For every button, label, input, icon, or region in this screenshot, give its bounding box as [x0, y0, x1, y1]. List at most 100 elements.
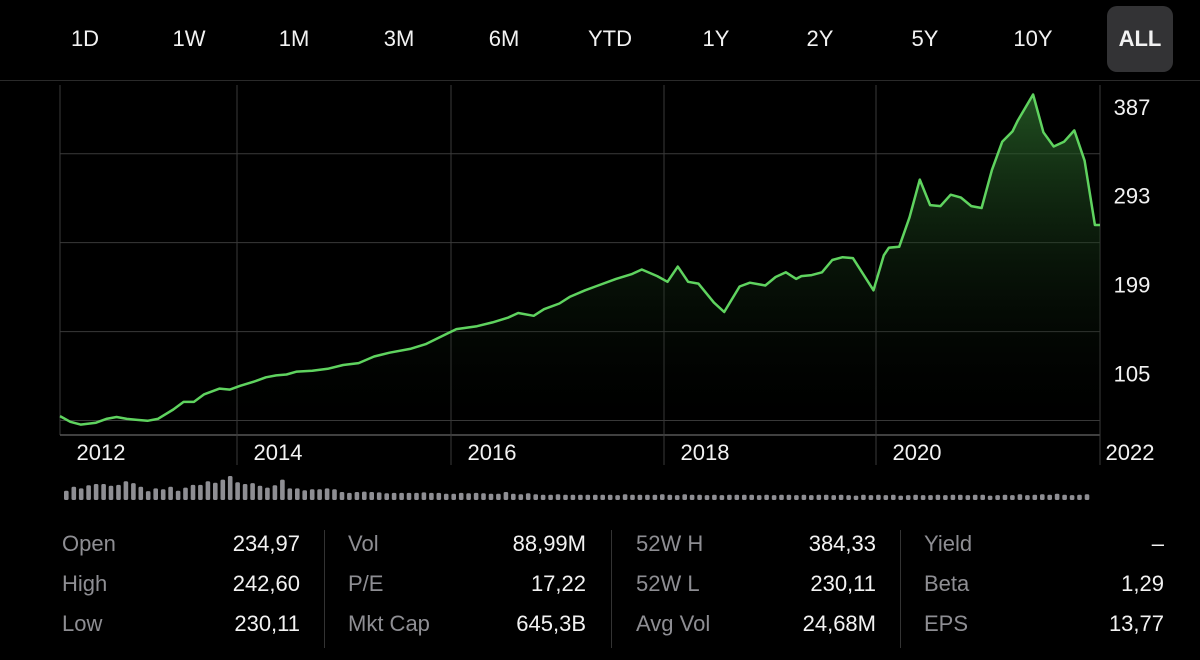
stat-value: 1,29: [1121, 571, 1164, 596]
stat-label: Beta: [924, 571, 970, 596]
volume-bar: [742, 494, 747, 500]
volume-bar: [704, 495, 710, 500]
volume-bar: [369, 492, 374, 500]
volume-bar: [227, 476, 233, 500]
volume-bar: [332, 489, 337, 500]
volume-bar: [302, 490, 307, 500]
stat-row-52w-l: 52W L 230,11: [636, 567, 876, 601]
stat-label: P/E: [348, 571, 384, 596]
range-tab-10y[interactable]: 10Y: [1013, 26, 1053, 51]
volume-bar: [935, 494, 941, 500]
volume-bar: [1047, 494, 1052, 500]
range-tab-6m[interactable]: 6M: [488, 26, 520, 51]
volume-bar: [578, 494, 583, 500]
stat-row-low: Low 230,11: [62, 607, 300, 641]
volume-bar: [145, 491, 151, 500]
volume-bar: [280, 479, 285, 500]
price-area-fill: [60, 94, 1100, 435]
volume-bar: [436, 492, 442, 500]
volume-bar: [391, 492, 397, 500]
volume-bar: [548, 494, 553, 500]
stat-label: Yield: [924, 531, 973, 556]
time-range-selector: 1D 1W 1M 3M 6M YTD 1Y 2Y 5Y 10Y ALL: [0, 0, 1200, 81]
volume-bar: [309, 489, 315, 500]
volume-bar: [108, 485, 114, 500]
volume-bar: [779, 494, 784, 500]
volume-bar: [1010, 495, 1015, 500]
range-tab-1y[interactable]: 1Y: [702, 26, 730, 51]
volume-bar: [943, 495, 948, 500]
volume-bar: [235, 482, 240, 500]
y-tick-label: 387: [1114, 95, 1151, 120]
stat-label: Open: [62, 531, 116, 556]
volume-bar: [756, 495, 762, 500]
range-tab-3m[interactable]: 3M: [383, 26, 415, 51]
volume-bar: [838, 494, 844, 500]
volume-bar: [771, 495, 777, 500]
volume-bar: [198, 484, 203, 500]
volume-bar: [86, 485, 91, 500]
volume-bar: [116, 484, 121, 500]
volume-bar: [458, 492, 464, 500]
stats-column: Vol 88,99M P/E 17,22 Mkt Cap 645,3B: [348, 530, 586, 650]
stat-label: Mkt Cap: [348, 611, 430, 636]
volume-bar: [719, 495, 725, 500]
volume-bar: [175, 490, 181, 500]
volume-bar: [697, 494, 702, 500]
stat-label: 52W H: [636, 531, 704, 556]
volume-bar: [972, 494, 978, 500]
volume-bar: [786, 494, 792, 500]
volume-bar: [876, 494, 881, 500]
x-tick-label: 2014: [254, 440, 303, 465]
volume-bar: [801, 494, 807, 500]
volume-bar: [451, 493, 456, 500]
range-tab-ytd[interactable]: YTD: [588, 26, 632, 51]
volume-bar: [689, 494, 695, 500]
stat-row-high: High 242,60: [62, 567, 300, 601]
range-tab-5y[interactable]: 5Y: [911, 26, 939, 51]
volume-bar: [593, 494, 598, 500]
volume-bar: [265, 487, 270, 500]
stat-label: 52W L: [636, 571, 700, 596]
volume-bar: [466, 493, 471, 500]
volume-bar: [525, 493, 531, 500]
volume-bar: [317, 489, 322, 500]
volume-bar: [920, 495, 926, 500]
range-tab-2y[interactable]: 2Y: [806, 26, 834, 51]
x-tick-label: 2020: [893, 440, 942, 465]
volume-bar: [481, 493, 486, 500]
stat-label: Low: [62, 611, 103, 636]
price-line: [59, 93, 1100, 426]
volume-bar: [101, 484, 106, 500]
volume-bar: [861, 494, 866, 500]
volume-bar: [1002, 494, 1008, 500]
volume-bars: [64, 476, 1090, 500]
volume-bar: [734, 494, 740, 500]
range-tab-all[interactable]: ALL: [1107, 6, 1173, 72]
range-tab-1d[interactable]: 1D: [70, 26, 100, 51]
volume-bar: [667, 494, 673, 500]
volume-bar: [131, 483, 136, 500]
range-tab-1w[interactable]: 1W: [172, 26, 206, 51]
volume-bar: [570, 494, 576, 500]
stat-row-avg-vol: Avg Vol 24,68M: [636, 607, 876, 641]
volume-bar: [1032, 494, 1038, 500]
volume-bar: [1054, 493, 1060, 500]
volume-bar: [809, 495, 814, 500]
stat-value: 88,99M: [512, 531, 586, 556]
volume-bar: [831, 495, 836, 500]
volume-bar: [749, 494, 754, 500]
stat-row-eps: EPS 13,77: [924, 607, 1164, 641]
stats-column-divider: [900, 530, 901, 648]
volume-bar: [242, 484, 248, 500]
volume-bar: [518, 494, 524, 500]
volume-bar: [384, 493, 389, 500]
stat-value: 230,11: [234, 611, 300, 636]
volume-bar: [220, 479, 226, 500]
volume-bar: [1062, 494, 1067, 500]
price-chart: 387 293 199 105 2012 2014 2016 2018 2020 2022: [59, 85, 1154, 500]
volume-bar: [1025, 495, 1030, 500]
volume-bar: [652, 494, 658, 500]
stat-value: 234,97: [232, 531, 300, 556]
range-tab-1m[interactable]: 1M: [278, 26, 310, 51]
